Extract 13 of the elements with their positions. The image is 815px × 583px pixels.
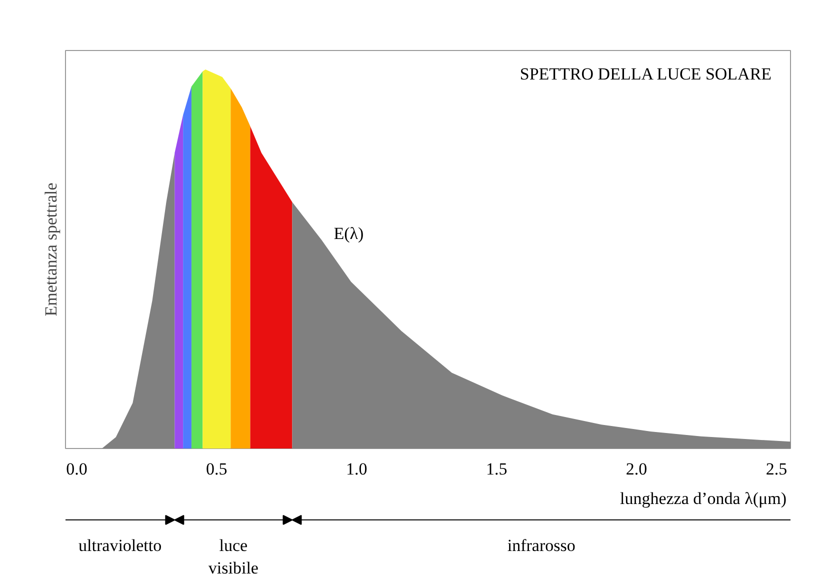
y-axis-title: Emettanza spettrale <box>42 182 60 316</box>
x-axis-title: lunghezza d’onda λ(μm) <box>620 489 786 508</box>
x-tick-label: 1.5 <box>486 460 508 478</box>
x-tick-label: 2.0 <box>626 460 648 478</box>
text: ultravioletto <box>78 536 162 555</box>
x-tick-label: 0.0 <box>66 460 88 478</box>
text: luce visibile <box>208 536 258 578</box>
x-tick-label: 0.5 <box>206 460 228 478</box>
x-tick-label: 2.5 <box>766 460 788 478</box>
annotation: E(λ) <box>334 224 364 244</box>
chart-title: SPETTRO DELLA LUCE SOLARE <box>520 64 772 84</box>
x-tick-label: 1.0 <box>346 460 368 478</box>
text: infrarosso <box>507 536 576 555</box>
